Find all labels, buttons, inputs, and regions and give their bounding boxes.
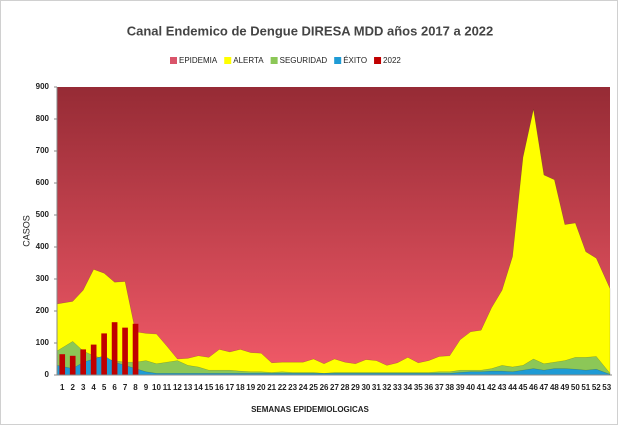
x-tick-label: 35 xyxy=(414,383,423,392)
x-tick-label: 51 xyxy=(581,383,590,392)
x-tick-label: 26 xyxy=(320,383,329,392)
x-tick-label: 13 xyxy=(183,383,192,392)
x-axis-label: SEMANAS EPIDEMIOLOGICAS xyxy=(251,405,369,414)
x-tick-label: 33 xyxy=(393,383,402,392)
x-tick-label: 42 xyxy=(487,383,496,392)
y-axis-label: CASOS xyxy=(21,215,31,247)
area xyxy=(56,341,611,376)
y-tick-label: 300 xyxy=(36,274,50,283)
bar xyxy=(122,327,128,375)
legend-label: ALERTA xyxy=(233,56,264,65)
bar xyxy=(59,354,66,375)
x-tick-label: 23 xyxy=(288,383,297,392)
x-tick-label: 6 xyxy=(112,383,117,392)
legend-label: ÉXITO xyxy=(343,56,367,65)
y-tick-label: 700 xyxy=(36,146,50,155)
x-tick-label: 5 xyxy=(102,383,107,392)
x-tick-label: 34 xyxy=(403,383,412,392)
x-tick-label: 30 xyxy=(361,383,370,392)
x-tick-label: 45 xyxy=(519,383,528,392)
x-tick-label: 4 xyxy=(91,383,96,392)
x-tick-label: 44 xyxy=(508,383,517,392)
legend-label: EPIDEMIA xyxy=(179,56,218,65)
legend-swatch xyxy=(334,57,342,64)
x-tick-label: 9 xyxy=(144,383,149,392)
x-tick-label: 11 xyxy=(163,383,172,392)
bar xyxy=(69,355,76,375)
x-tick-label: 31 xyxy=(372,383,381,392)
x-tick-label: 28 xyxy=(341,383,350,392)
x-tick-label: 29 xyxy=(351,383,360,392)
x-tick-label: 27 xyxy=(330,383,339,392)
x-tick-label: 10 xyxy=(152,383,161,392)
x-tick-label: 2 xyxy=(70,383,75,392)
x-tick-label: 20 xyxy=(257,383,266,392)
bar xyxy=(111,322,118,375)
x-tick-label: 1 xyxy=(60,383,65,392)
legend-swatch xyxy=(170,57,177,64)
x-tick-label: 52 xyxy=(592,383,601,392)
y-tick-label: 600 xyxy=(36,178,50,187)
y-tick-label: 0 xyxy=(45,370,50,379)
x-tick-label: 49 xyxy=(560,383,569,392)
x-tick-label: 3 xyxy=(81,383,86,392)
x-tick-label: 38 xyxy=(445,383,454,392)
chart-title: Canal Endemico de Dengue DIRESA MDD años… xyxy=(127,23,494,38)
legend-swatch xyxy=(374,57,382,64)
x-tick-label: 19 xyxy=(246,383,255,392)
x-tick-label: 50 xyxy=(571,383,580,392)
x-tick-label: 32 xyxy=(382,383,391,392)
bar xyxy=(132,323,139,375)
x-tick-label: 21 xyxy=(267,383,276,392)
x-tick-label: 18 xyxy=(236,383,245,392)
legend-swatch xyxy=(224,57,232,64)
x-tick-label: 14 xyxy=(194,383,203,392)
x-tick-label: 48 xyxy=(550,383,559,392)
bar xyxy=(101,333,107,375)
x-tick-label: 15 xyxy=(204,383,213,392)
bar xyxy=(80,349,87,375)
x-tick-label: 7 xyxy=(123,383,128,392)
x-tick-label: 47 xyxy=(539,383,548,392)
legend-label: SEGURIDAD xyxy=(280,56,328,65)
x-tick-label: 8 xyxy=(133,383,138,392)
legend-label: 2022 xyxy=(383,56,401,65)
y-tick-label: 200 xyxy=(36,306,50,315)
y-tick-label: 100 xyxy=(36,338,50,347)
x-tick-label: 24 xyxy=(299,383,308,392)
x-tick-label: 36 xyxy=(424,383,433,392)
x-tick-label: 37 xyxy=(435,383,444,392)
y-tick-label: 800 xyxy=(36,114,50,123)
legend: EPIDEMIA ALERTA SEGURIDAD ÉXITO 2022 xyxy=(170,56,401,65)
x-tick-label: 46 xyxy=(529,383,538,392)
y-tick-label: 900 xyxy=(36,82,50,91)
x-tick-label: 12 xyxy=(173,383,182,392)
x-tick-label: 41 xyxy=(477,383,486,392)
x-tick-label: 16 xyxy=(215,383,224,392)
x-tick-label: 22 xyxy=(278,383,287,392)
x-tick-label: 39 xyxy=(456,383,465,392)
x-tick-label: 40 xyxy=(466,383,475,392)
x-tick-label: 43 xyxy=(498,383,507,392)
y-tick-label: 500 xyxy=(36,210,50,219)
x-tick-label: 53 xyxy=(602,383,611,392)
x-tick-label: 17 xyxy=(225,383,234,392)
bar xyxy=(90,344,97,375)
legend-swatch xyxy=(270,57,278,64)
area xyxy=(57,87,610,375)
y-tick-label: 400 xyxy=(36,242,50,251)
x-tick-label: 25 xyxy=(309,383,318,392)
